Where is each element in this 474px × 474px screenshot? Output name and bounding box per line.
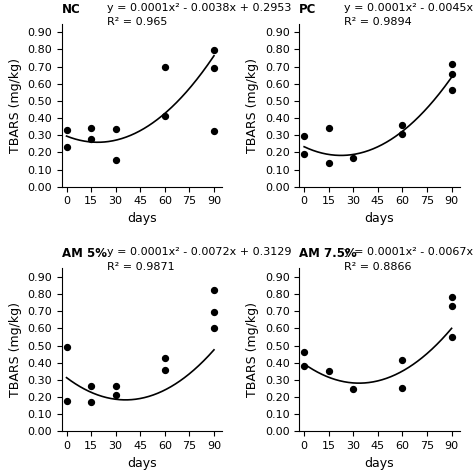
Point — [399, 121, 406, 129]
Point — [301, 150, 308, 158]
Text: AM 5%: AM 5% — [62, 247, 107, 260]
Point — [63, 144, 70, 151]
Point — [87, 124, 95, 131]
Point — [325, 367, 333, 375]
Point — [448, 86, 456, 93]
Point — [399, 384, 406, 392]
Point — [301, 132, 308, 140]
Point — [210, 308, 218, 316]
Point — [63, 344, 70, 351]
X-axis label: days: days — [127, 456, 157, 470]
Point — [87, 382, 95, 390]
Point — [325, 159, 333, 166]
Text: R² = 0.8866: R² = 0.8866 — [344, 262, 412, 272]
Point — [210, 325, 218, 332]
X-axis label: days: days — [365, 456, 394, 470]
Point — [161, 112, 169, 119]
Point — [399, 356, 406, 364]
Point — [301, 348, 308, 356]
Point — [301, 362, 308, 370]
Text: PC: PC — [299, 2, 317, 16]
Y-axis label: TBARS (mg/kg): TBARS (mg/kg) — [246, 58, 259, 153]
Text: y = 0.0001x² - 0.0045x + 0.2332: y = 0.0001x² - 0.0045x + 0.2332 — [344, 2, 474, 12]
Point — [448, 294, 456, 301]
Point — [349, 385, 357, 393]
Y-axis label: TBARS (mg/kg): TBARS (mg/kg) — [9, 302, 22, 397]
Text: NC: NC — [62, 2, 81, 16]
Point — [210, 64, 218, 72]
Point — [87, 135, 95, 143]
Point — [448, 71, 456, 78]
Text: R² = 0.9894: R² = 0.9894 — [344, 17, 412, 27]
Point — [112, 392, 119, 399]
Text: R² = 0.965: R² = 0.965 — [107, 17, 167, 27]
Text: y = 0.0001x² - 0.0067x + 0.393: y = 0.0001x² - 0.0067x + 0.393 — [344, 247, 474, 257]
Text: y = 0.0001x² - 0.0038x + 0.2953: y = 0.0001x² - 0.0038x + 0.2953 — [107, 2, 291, 12]
Y-axis label: TBARS (mg/kg): TBARS (mg/kg) — [246, 302, 259, 397]
Point — [161, 366, 169, 374]
Point — [112, 382, 119, 390]
Point — [399, 131, 406, 138]
Point — [161, 355, 169, 362]
Point — [63, 127, 70, 134]
X-axis label: days: days — [127, 212, 157, 225]
Point — [210, 286, 218, 293]
Text: R² = 0.9871: R² = 0.9871 — [107, 262, 174, 272]
Point — [210, 46, 218, 54]
Point — [448, 60, 456, 68]
Point — [87, 398, 95, 406]
Y-axis label: TBARS (mg/kg): TBARS (mg/kg) — [9, 58, 22, 153]
Text: AM 7.5%: AM 7.5% — [299, 247, 357, 260]
Point — [448, 302, 456, 310]
Point — [161, 64, 169, 71]
Point — [210, 127, 218, 135]
Point — [112, 126, 119, 133]
Text: y = 0.0001x² - 0.0072x + 0.3129: y = 0.0001x² - 0.0072x + 0.3129 — [107, 247, 291, 257]
Point — [63, 398, 70, 405]
X-axis label: days: days — [365, 212, 394, 225]
Point — [349, 154, 357, 161]
Point — [448, 333, 456, 341]
Point — [112, 156, 119, 164]
Point — [325, 124, 333, 131]
